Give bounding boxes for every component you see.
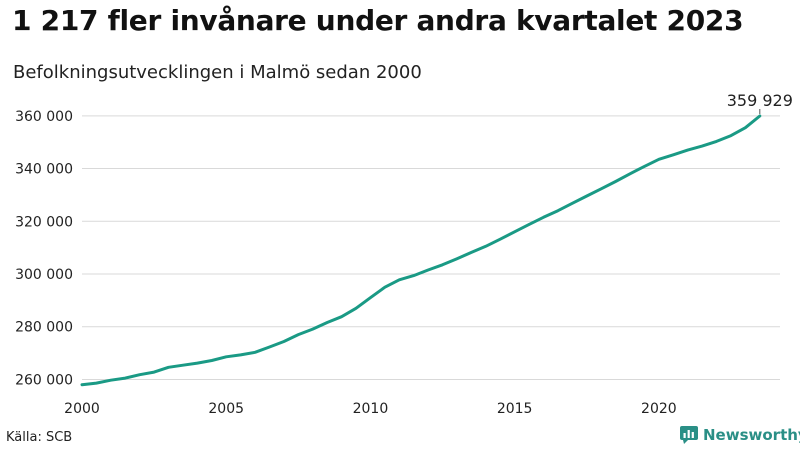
newsworthy-logo-icon bbox=[680, 426, 698, 444]
y-tick-label: 280 000 bbox=[15, 320, 73, 336]
y-tick-label: 320 000 bbox=[15, 214, 73, 230]
end-value-label: 359 929 bbox=[727, 91, 793, 110]
x-tick-label: 2000 bbox=[64, 401, 100, 417]
x-tick-label: 2020 bbox=[641, 401, 677, 417]
y-tick-label: 360 000 bbox=[15, 109, 73, 125]
series-line bbox=[80, 114, 762, 387]
y-tick-label: 340 000 bbox=[15, 162, 73, 178]
source-note: Källa: SCB bbox=[6, 430, 73, 445]
chart-subtitle: Befolkningsutvecklingen i Malmö sedan 20… bbox=[13, 62, 422, 83]
brand-logo: Newsworthy bbox=[680, 426, 800, 444]
y-tick-label: 300 000 bbox=[15, 267, 73, 283]
brand-name: Newsworthy bbox=[703, 426, 800, 444]
x-tick-label: 2015 bbox=[497, 401, 533, 417]
line-chart: 260 000 280 000 300 000 320 000 340 000 360 0… bbox=[15, 91, 793, 417]
y-tick-label: 260 000 bbox=[15, 372, 73, 388]
x-tick-label: 2010 bbox=[353, 401, 389, 417]
x-tick-label: 2005 bbox=[208, 401, 244, 417]
chart-title: 1 217 fler invånare under andra kvartale… bbox=[12, 4, 744, 37]
